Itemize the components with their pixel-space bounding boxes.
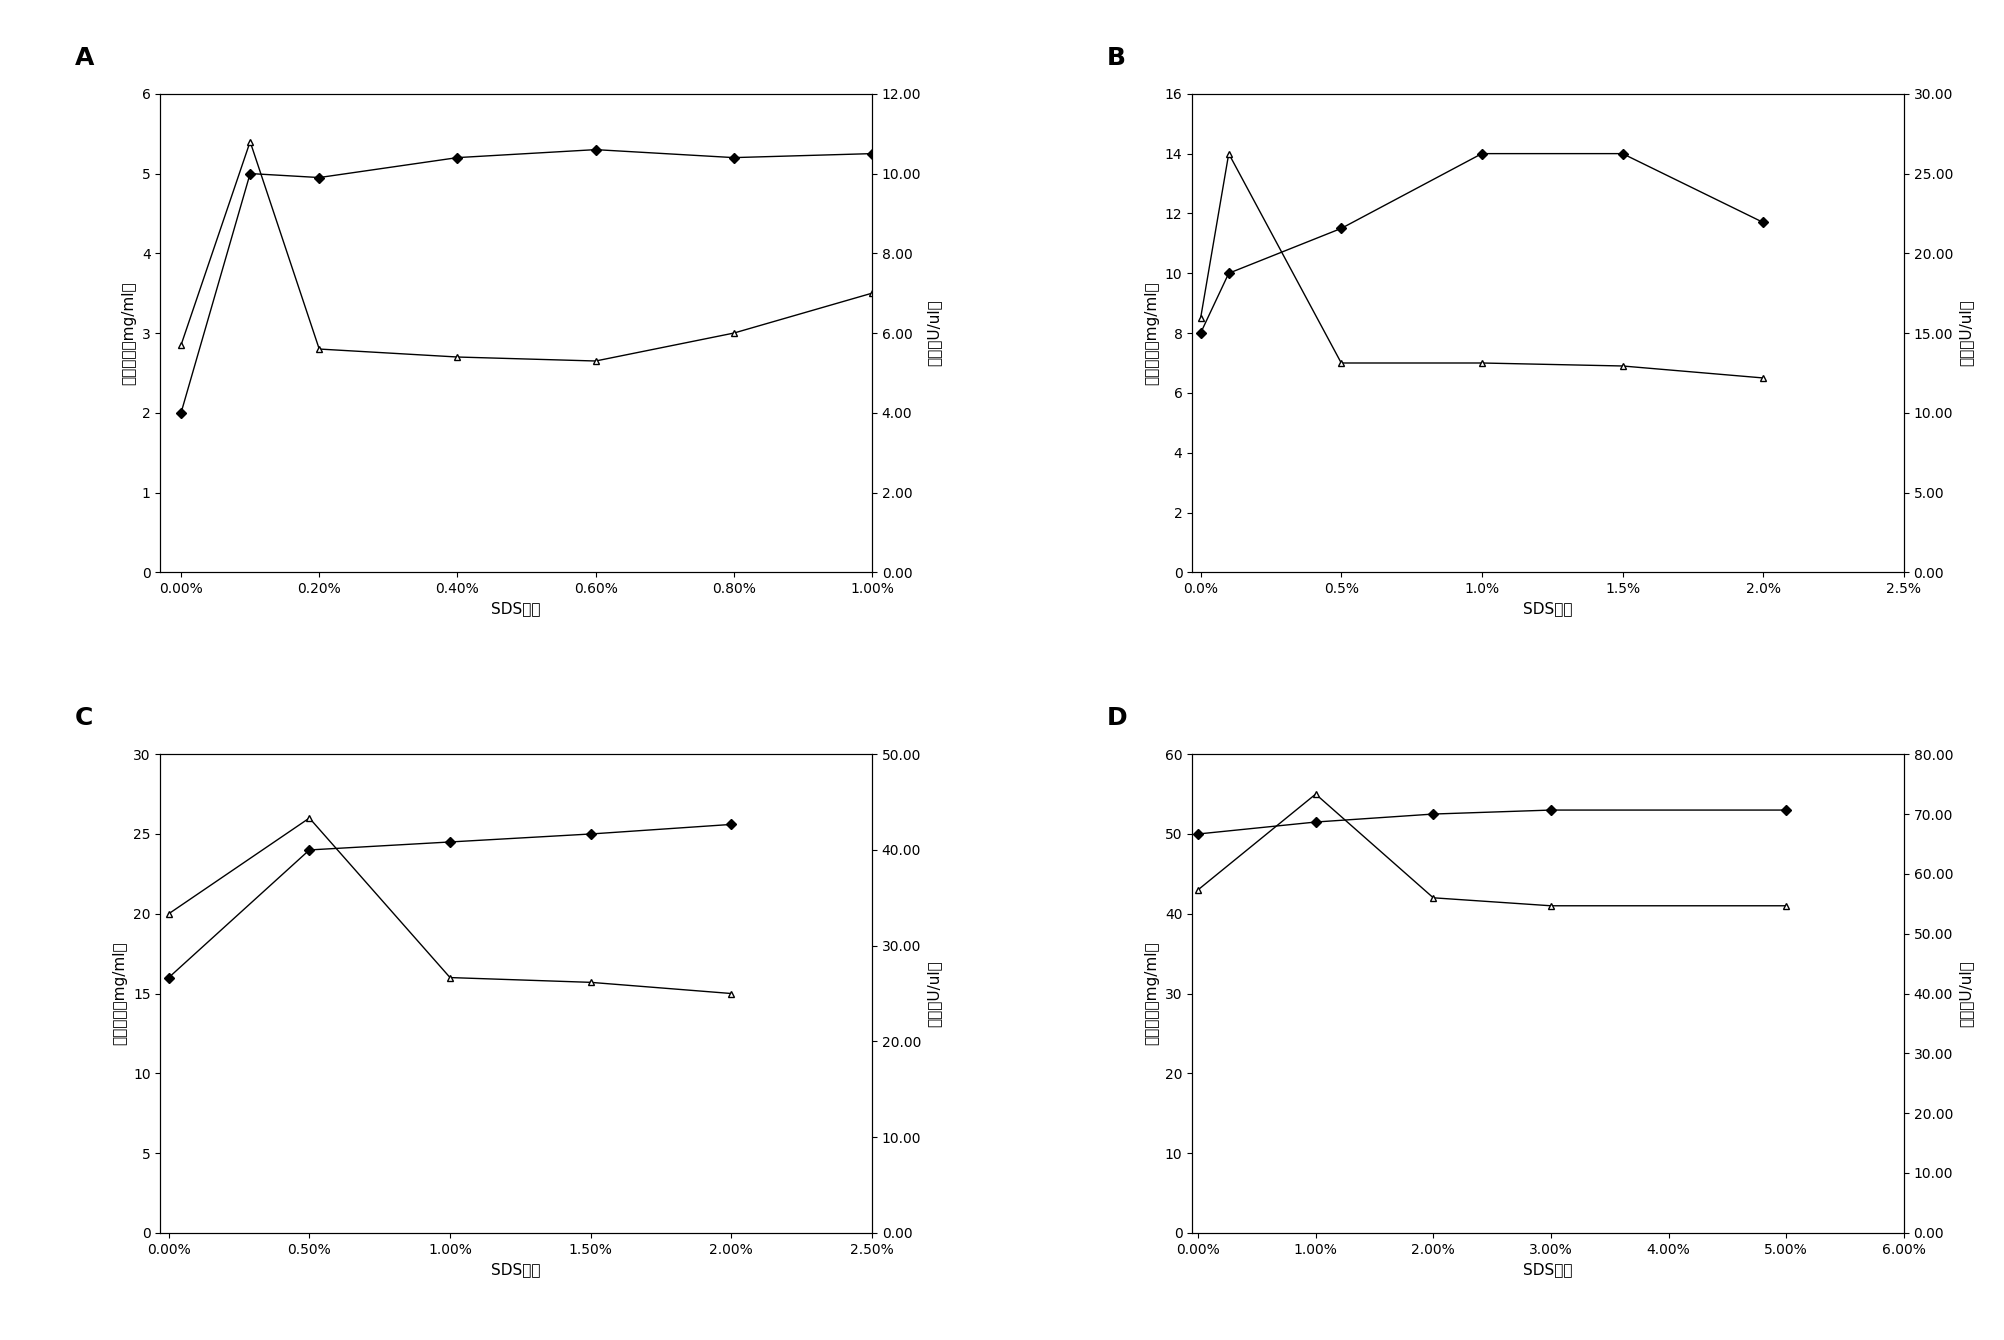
Y-axis label: 酶活（U/ul）: 酶活（U/ul） (926, 961, 942, 1026)
Y-axis label: 酶活（U/ul）: 酶活（U/ul） (1958, 300, 1974, 366)
Y-axis label: 蛋白浓度（mg/ml）: 蛋白浓度（mg/ml） (1144, 281, 1158, 385)
Text: C: C (74, 706, 94, 730)
X-axis label: SDS浓度: SDS浓度 (1523, 1262, 1573, 1277)
X-axis label: SDS浓度: SDS浓度 (491, 602, 541, 616)
Text: D: D (1106, 706, 1128, 730)
Y-axis label: 酶活（U/ul）: 酶活（U/ul） (1958, 961, 1974, 1026)
Text: B: B (1106, 46, 1126, 70)
Y-axis label: 蛋白浓度（mg/ml）: 蛋白浓度（mg/ml） (120, 281, 136, 385)
X-axis label: SDS浓度: SDS浓度 (1523, 602, 1573, 616)
X-axis label: SDS浓度: SDS浓度 (491, 1262, 541, 1277)
Y-axis label: 酶活（U/ul）: 酶活（U/ul） (926, 300, 942, 366)
Y-axis label: 蛋白浓度（mg/ml）: 蛋白浓度（mg/ml） (1144, 942, 1158, 1045)
Y-axis label: 蛋白浓度（mg/ml）: 蛋白浓度（mg/ml） (112, 942, 128, 1045)
Text: A: A (74, 46, 94, 70)
